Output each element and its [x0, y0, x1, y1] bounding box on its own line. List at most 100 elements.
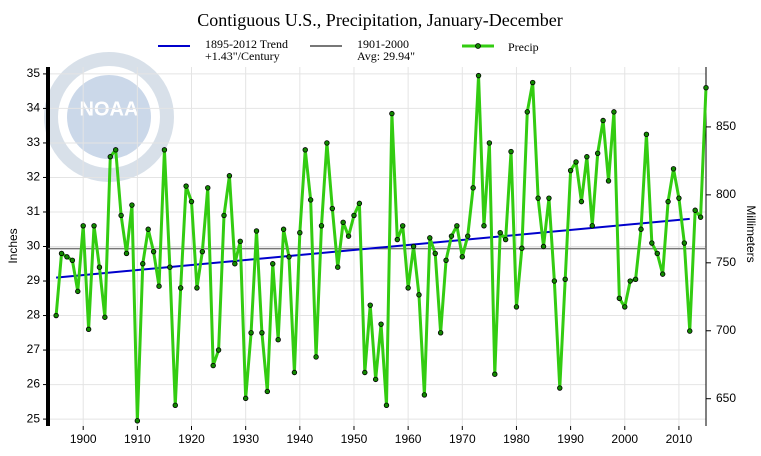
data-point — [150, 248, 157, 255]
data-point — [123, 250, 130, 257]
data-point — [432, 250, 438, 257]
data-point — [372, 376, 379, 383]
data-point — [405, 285, 411, 291]
data-point — [221, 212, 227, 219]
legend-label: Precip — [508, 40, 539, 54]
data-point — [183, 183, 189, 189]
data-point — [400, 223, 406, 229]
data-point — [492, 371, 498, 377]
data-point — [335, 264, 341, 270]
data-point — [286, 254, 292, 260]
data-point — [622, 304, 628, 310]
y2-tick-label: 650 — [716, 391, 736, 405]
trend-line — [56, 217, 690, 279]
data-point — [589, 223, 595, 229]
y2-tick-label: 800 — [716, 187, 736, 201]
chart-title: Contiguous U.S., Precipitation, January-… — [197, 10, 562, 30]
data-point — [687, 328, 693, 334]
data-point — [291, 369, 298, 376]
data-point — [410, 243, 417, 250]
data-point — [389, 110, 395, 117]
data-point — [378, 321, 384, 327]
data-point — [421, 392, 428, 398]
data-point — [627, 278, 633, 284]
data-point — [210, 362, 216, 369]
x-tick-label: 1900 — [70, 432, 97, 446]
data-point — [167, 264, 173, 270]
data-point — [275, 337, 281, 343]
x-tick-label: 1910 — [124, 432, 151, 446]
data-point — [573, 159, 579, 165]
data-point — [188, 198, 195, 205]
data-point — [551, 278, 558, 284]
data-point — [557, 385, 563, 391]
y-tick-label: 34 — [27, 101, 41, 115]
data-point — [605, 178, 612, 184]
data-point — [242, 395, 249, 402]
data-point — [383, 402, 390, 408]
data-point — [199, 248, 206, 255]
data-point — [470, 185, 476, 191]
data-point — [562, 276, 568, 282]
data-point — [134, 418, 141, 424]
legend-note: +1.43"/Century — [205, 49, 280, 63]
legend-label: 1901-2000 — [357, 37, 409, 51]
data-point — [161, 147, 168, 153]
data-point — [248, 330, 254, 336]
x-tick-label: 1940 — [286, 432, 313, 446]
data-point — [351, 212, 357, 219]
x-tick-label: 1990 — [557, 432, 584, 446]
x-tick-label: 1930 — [232, 432, 259, 446]
x-tick-label: 2000 — [611, 432, 638, 446]
logo-disc — [67, 75, 151, 159]
data-point — [643, 131, 650, 138]
data-point — [156, 283, 162, 289]
data-point — [253, 228, 260, 234]
data-point — [226, 173, 233, 179]
data-point — [632, 276, 639, 282]
data-point — [107, 154, 113, 160]
x-tick-label: 1920 — [178, 432, 205, 446]
x-tick-label: 2010 — [666, 432, 693, 446]
data-point — [394, 236, 401, 243]
data-point — [519, 245, 525, 251]
data-point — [659, 271, 666, 277]
data-point — [69, 257, 76, 264]
y-tick-label: 31 — [27, 204, 41, 218]
data-point — [502, 236, 509, 243]
data-point — [546, 195, 552, 201]
data-point — [497, 229, 503, 236]
data-point — [584, 154, 590, 160]
data-point — [140, 261, 146, 267]
data-point — [611, 109, 617, 115]
data-point — [567, 167, 574, 174]
data-point — [540, 243, 547, 250]
data-point — [362, 369, 368, 376]
data-point — [297, 229, 303, 236]
data-point — [145, 226, 151, 232]
data-point — [465, 233, 471, 239]
data-point — [535, 195, 541, 201]
data-point — [58, 250, 65, 257]
data-point — [80, 223, 86, 229]
data-point — [508, 148, 514, 155]
y-tick-label: 35 — [27, 66, 41, 80]
data-point — [232, 261, 238, 267]
data-point — [85, 326, 92, 333]
data-point — [578, 198, 585, 205]
data-point — [112, 147, 119, 153]
data-point — [194, 285, 200, 291]
data-point — [638, 226, 644, 232]
data-point — [454, 223, 460, 229]
legend-note: Avg: 29.94" — [357, 49, 415, 63]
data-point — [270, 261, 276, 267]
data-point — [416, 292, 422, 298]
x-tick-label: 1970 — [449, 432, 476, 446]
data-point — [427, 235, 433, 241]
legend-label: 1895-2012 Trend — [205, 37, 288, 51]
data-point — [64, 254, 70, 260]
data-point — [329, 205, 336, 212]
y-tick-label: 28 — [27, 308, 41, 322]
data-point — [481, 223, 487, 229]
